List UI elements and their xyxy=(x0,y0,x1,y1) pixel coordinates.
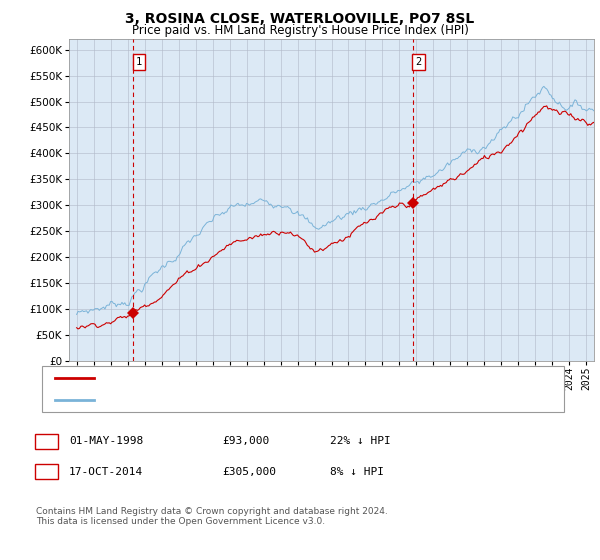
Text: 2: 2 xyxy=(43,466,50,477)
Text: HPI: Average price, detached house, Havant: HPI: Average price, detached house, Hava… xyxy=(100,395,362,405)
Text: 8% ↓ HPI: 8% ↓ HPI xyxy=(330,466,384,477)
Text: 22% ↓ HPI: 22% ↓ HPI xyxy=(330,436,391,446)
Text: 01-MAY-1998: 01-MAY-1998 xyxy=(69,436,143,446)
Text: 3, ROSINA CLOSE, WATERLOOVILLE, PO7 8SL (detached house): 3, ROSINA CLOSE, WATERLOOVILLE, PO7 8SL … xyxy=(100,373,450,383)
Text: 3, ROSINA CLOSE, WATERLOOVILLE, PO7 8SL: 3, ROSINA CLOSE, WATERLOOVILLE, PO7 8SL xyxy=(125,12,475,26)
Text: 1: 1 xyxy=(43,436,50,446)
Text: Contains HM Land Registry data © Crown copyright and database right 2024.
This d: Contains HM Land Registry data © Crown c… xyxy=(36,507,388,526)
Text: 2: 2 xyxy=(415,57,422,67)
Text: £305,000: £305,000 xyxy=(222,466,276,477)
Text: 1: 1 xyxy=(136,57,142,67)
Text: £93,000: £93,000 xyxy=(222,436,269,446)
Text: 17-OCT-2014: 17-OCT-2014 xyxy=(69,466,143,477)
Text: Price paid vs. HM Land Registry's House Price Index (HPI): Price paid vs. HM Land Registry's House … xyxy=(131,24,469,36)
